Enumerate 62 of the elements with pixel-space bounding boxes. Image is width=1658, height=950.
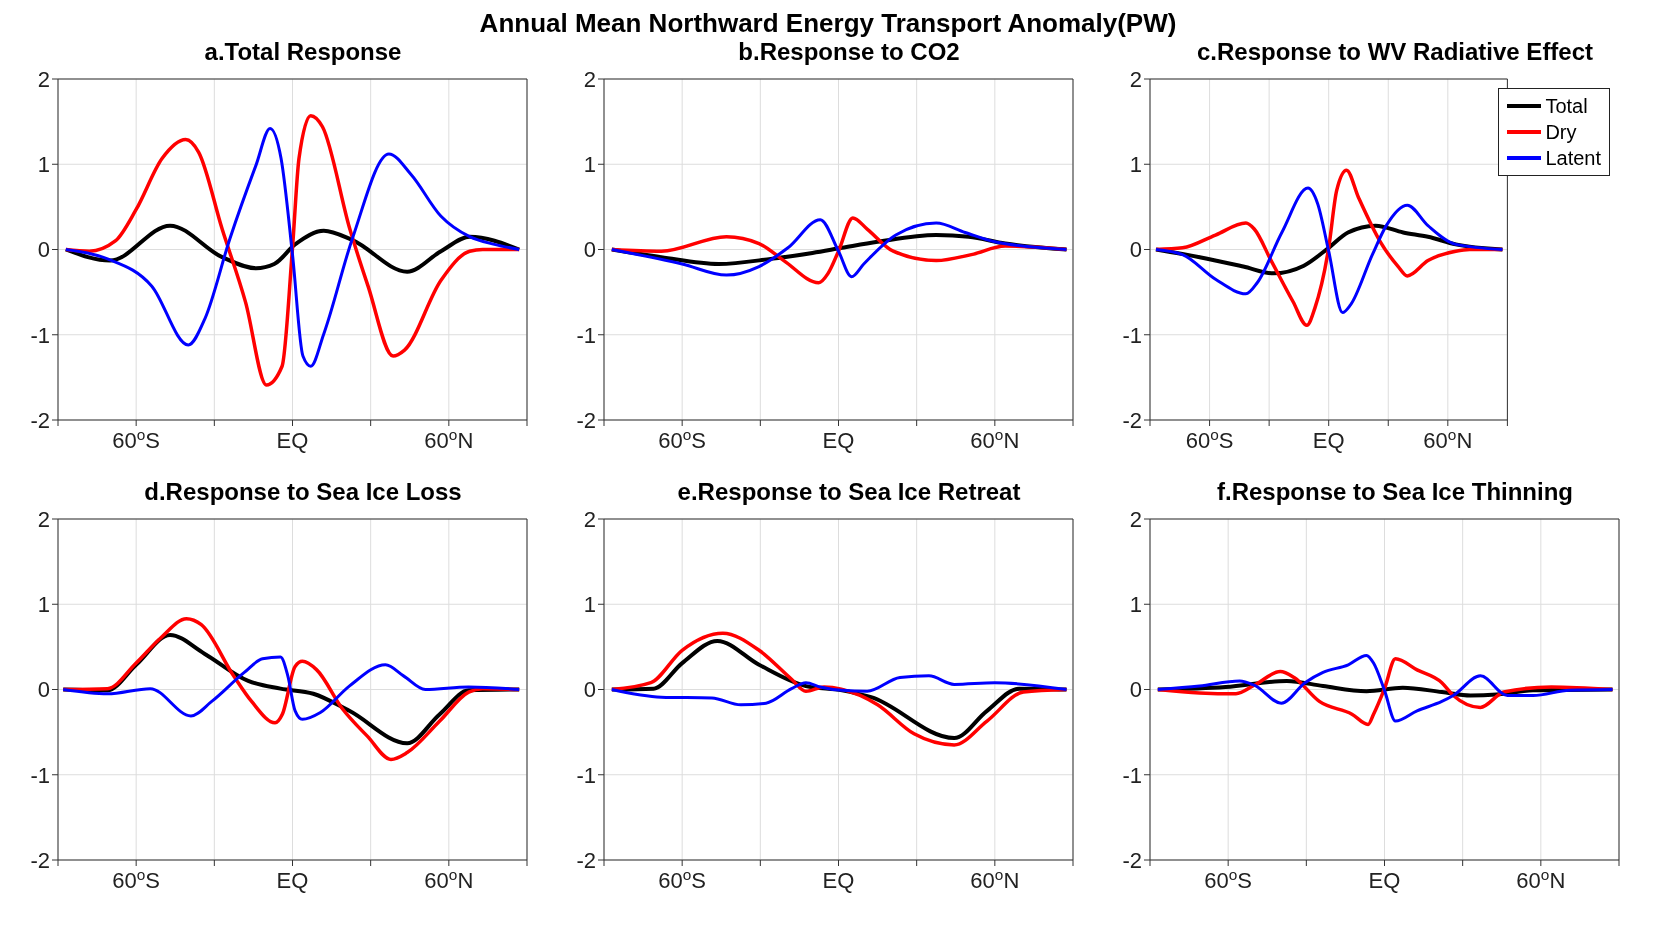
- y-tick-label: 1: [37, 152, 50, 178]
- y-tick-label: 0: [37, 677, 50, 703]
- x-tick-label: 60$^{o}$N: [424, 425, 474, 453]
- y-tick-label: 2: [1129, 506, 1142, 532]
- legend-label: Total: [1545, 94, 1588, 118]
- y-tick-label: 0: [37, 237, 50, 263]
- y-tick-label: 1: [583, 152, 596, 178]
- y-tick-label: -1: [1122, 762, 1142, 788]
- y-tick-label: -2: [1122, 847, 1142, 873]
- y-tick-label: 2: [37, 66, 50, 92]
- x-tick-label: EQ: [822, 428, 855, 453]
- line-series: [1154, 186, 1504, 315]
- chart-title: c.Response to WV Radiative Effect: [1196, 38, 1594, 65]
- y-tick-label: 2: [37, 506, 50, 532]
- legend-label: Latent: [1545, 146, 1601, 170]
- legend-label: Dry: [1545, 120, 1577, 144]
- x-tick-label: EQ: [276, 868, 309, 893]
- y-tick-label: 1: [583, 592, 596, 618]
- x-tick-label: EQ: [276, 428, 309, 453]
- chart-title: d.Response to Sea Ice Loss: [144, 478, 462, 505]
- y-tick-label: 1: [1129, 152, 1142, 178]
- y-tick-label: -2: [30, 847, 50, 873]
- text: Annual Mean Northward Energy Transport Anomaly(PW): [478, 8, 1178, 38]
- line-series: [63, 223, 522, 274]
- x-tick-label: 60$^{o}$N: [1423, 425, 1473, 453]
- chart-title: a.Total Response: [204, 38, 402, 65]
- y-tick-label: -2: [576, 847, 596, 873]
- y-tick-label: 0: [1129, 677, 1142, 703]
- x-tick-label: 60$^{o}$N: [424, 865, 474, 893]
- y-tick-label: -1: [576, 322, 596, 348]
- x-tick-label: 60$^{o}$S: [112, 865, 161, 893]
- y-tick-label: -2: [30, 407, 50, 433]
- y-tick-label: 2: [1129, 66, 1142, 92]
- chart-title: e.Response to Sea Ice Retreat: [677, 478, 1021, 505]
- x-tick-label: 60$^{o}$S: [1204, 865, 1253, 893]
- y-tick-label: -2: [1122, 407, 1142, 433]
- x-tick-label: 60$^{o}$N: [970, 425, 1020, 453]
- x-tick-label: 60$^{o}$S: [658, 865, 707, 893]
- y-tick-label: 1: [37, 592, 50, 618]
- y-tick-label: 0: [583, 677, 596, 703]
- y-tick-label: -2: [576, 407, 596, 433]
- y-tick-label: -1: [1122, 322, 1142, 348]
- y-tick-label: 2: [583, 506, 596, 532]
- y-tick-label: 0: [1129, 237, 1142, 263]
- x-tick-label: 60$^{o}$S: [1185, 425, 1234, 453]
- x-tick-label: 60$^{o}$N: [1516, 865, 1566, 893]
- x-tick-label: EQ: [1368, 868, 1401, 893]
- y-tick-label: -1: [30, 322, 50, 348]
- line-series: [61, 655, 521, 721]
- chart-title: b.Response to CO2: [738, 38, 960, 65]
- y-tick-label: 0: [583, 237, 596, 263]
- y-tick-label: 1: [1129, 592, 1142, 618]
- y-tick-label: -1: [30, 762, 50, 788]
- x-tick-label: EQ: [1312, 428, 1345, 453]
- line-series: [610, 674, 1068, 707]
- x-tick-label: 60$^{o}$S: [112, 425, 161, 453]
- y-tick-label: -1: [576, 762, 596, 788]
- x-tick-label: 60$^{o}$S: [658, 425, 707, 453]
- x-tick-label: 60$^{o}$N: [970, 865, 1020, 893]
- chart-title: f.Response to Sea Ice Thinning: [1216, 478, 1574, 505]
- x-tick-label: EQ: [822, 868, 855, 893]
- y-tick-label: 2: [583, 66, 596, 92]
